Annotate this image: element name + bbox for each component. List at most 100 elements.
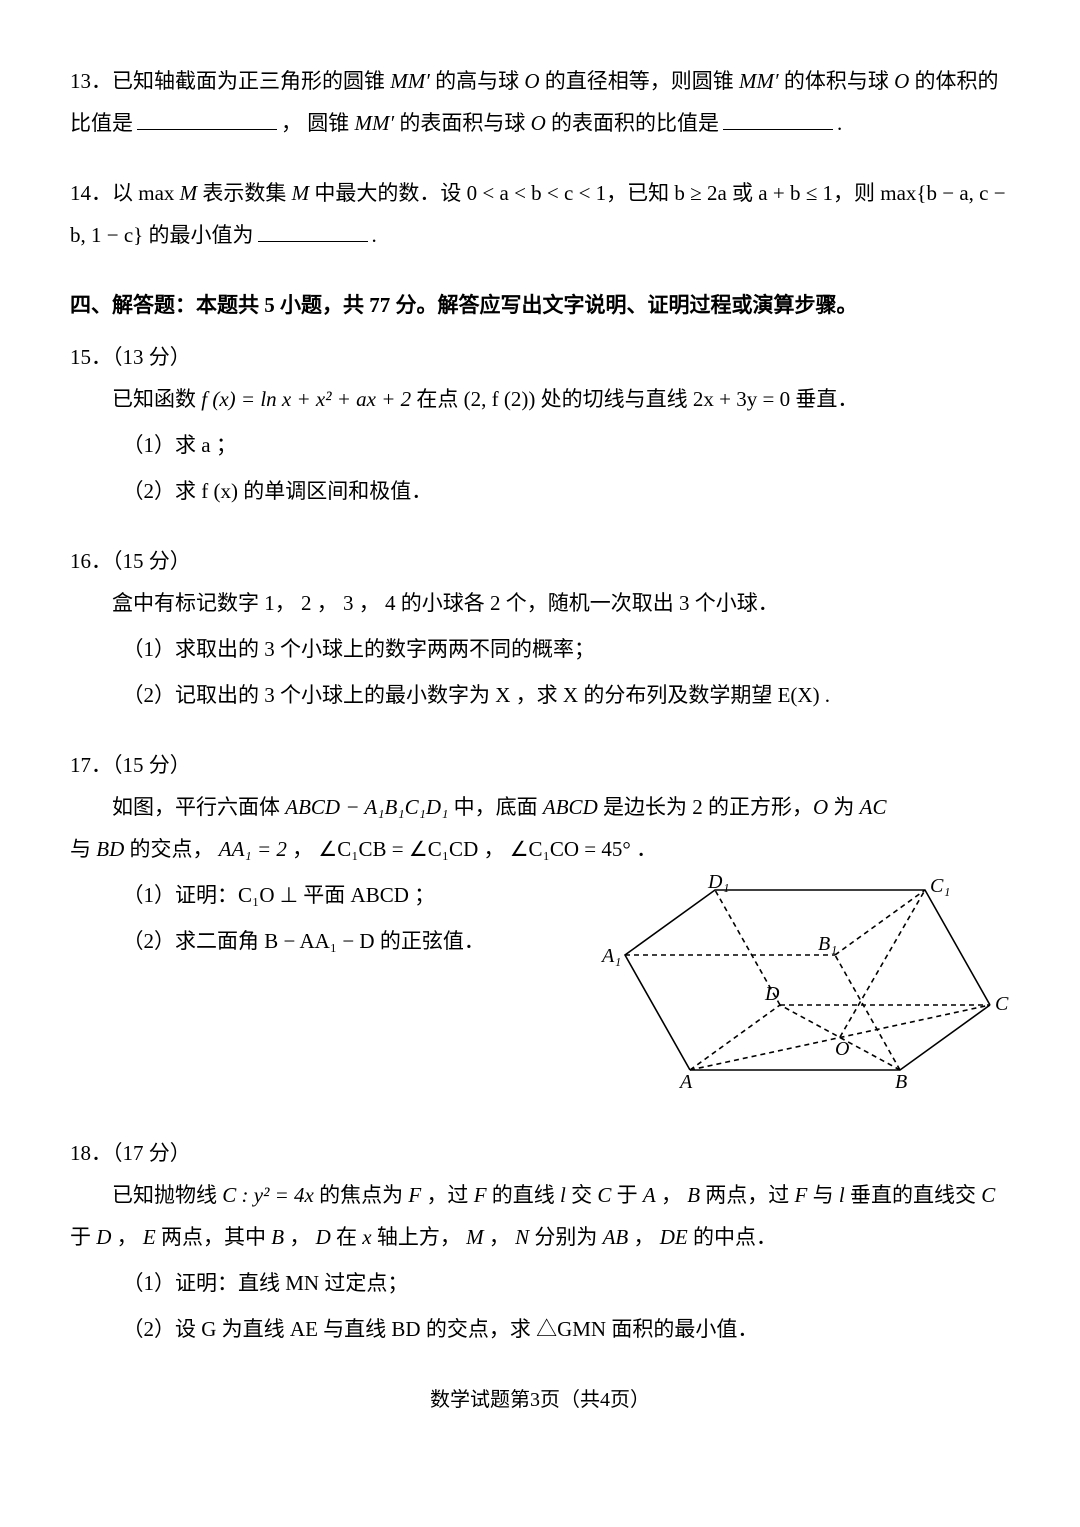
q16-p2-text: （2）记取出的 3 个小球上的最小数字为 X ，求 X 的分布列及数学期望 E(… <box>123 683 831 707</box>
q13-mm1: MM′ <box>390 69 430 93</box>
q14-e: 或 <box>727 181 759 205</box>
q14-c: 中最大的数．设 <box>309 181 467 205</box>
q13-i: . <box>837 111 842 135</box>
q14-b: 表示数集 <box>197 181 292 205</box>
q18-se: 交 <box>566 1183 598 1207</box>
q15-p2-text: （2）求 f (x) 的单调区间和极值． <box>123 479 433 503</box>
q17-ang2: ∠C₁CO = 45° <box>510 837 631 861</box>
q15-line: 2x + 3y = 0 <box>693 387 790 411</box>
q18-ss: ， <box>628 1225 660 1249</box>
q15-sa: 已知函数 <box>112 387 201 411</box>
q18-ab: AB <box>603 1225 629 1249</box>
q17-bd: BD <box>96 837 124 861</box>
q16-num: 16． <box>70 549 112 573</box>
lbl-O: O <box>835 1038 849 1060</box>
q17-figure: D₁ C₁ A₁ B₁ D C A B O <box>600 870 1010 1104</box>
q13-o3: O <box>531 111 546 135</box>
q18-sb: 的焦点为 <box>314 1183 409 1207</box>
q17-sb: 中，底面 <box>448 795 543 819</box>
page-footer: 数学试题第3页（共4页） <box>70 1380 1010 1420</box>
question-14: 14．以 max M 表示数集 M 中最大的数．设 0 < a < b < c … <box>70 172 1010 256</box>
q18-sh: 两点，过 <box>700 1183 795 1207</box>
q17-sh: ， <box>478 837 510 861</box>
q16-p2: （2）记取出的 3 个小球上的最小数字为 X ，求 X 的分布列及数学期望 E(… <box>70 674 1010 716</box>
q17-p1-text: （1）证明：C₁O ⊥ 平面 ABCD ； <box>123 883 436 907</box>
q18-sa: 已知抛物线 <box>112 1183 222 1207</box>
q17-abcd: ABCD <box>543 795 598 819</box>
question-13: 13．已知轴截面为正三角形的圆锥 MM′ 的高与球 O 的直径相等，则圆锥 MM… <box>70 60 1010 144</box>
q14-h: . <box>372 223 377 247</box>
q17-p1: （1）证明：C₁O ⊥ 平面 ABCD ； <box>70 874 590 916</box>
lbl-C: C <box>995 993 1009 1015</box>
q18-d2: D <box>316 1225 331 1249</box>
q14-cond3: a + b ≤ 1 <box>758 181 833 205</box>
q13-o2: O <box>894 69 909 93</box>
q17-num: 17． <box>70 753 112 777</box>
q18-m: M <box>466 1225 484 1249</box>
q18-p1: （1）证明：直线 MN 过定点； <box>70 1262 1010 1304</box>
q18-sc: ，过 <box>421 1183 474 1207</box>
q18-de: DE <box>660 1225 688 1249</box>
q13-g: 的表面积与球 <box>394 111 531 135</box>
blank-1 <box>137 108 277 130</box>
q18-sd: 的直线 <box>487 1183 561 1207</box>
q18-sl: ， <box>111 1225 143 1249</box>
q13-mm2: MM′ <box>739 69 779 93</box>
q18-st: 的中点． <box>688 1225 777 1249</box>
q15-sc: 处的切线与直线 <box>535 387 693 411</box>
blank-2 <box>723 108 833 130</box>
q18-pts: （17 分） <box>112 1141 191 1165</box>
q15-pts: （13 分） <box>112 345 191 369</box>
lbl-A1: A₁ <box>600 945 621 967</box>
q15-fx: f (x) = ln x + x² + ax + 2 <box>201 387 411 411</box>
question-18: 18．（17 分） 已知抛物线 C : y² = 4x 的焦点为 F ，过 F … <box>70 1132 1010 1350</box>
q18-sp: 轴上方， <box>372 1225 467 1249</box>
q18-sr: 分别为 <box>529 1225 603 1249</box>
q18-sn: ， <box>284 1225 316 1249</box>
q18-sg: ， <box>656 1183 688 1207</box>
q18-si: 与 <box>807 1183 839 1207</box>
q18-f: F <box>408 1183 421 1207</box>
q18-sf: 于 <box>611 1183 643 1207</box>
q13-d: 的体积与球 <box>779 69 895 93</box>
q17-cube: ABCD − A₁B₁C₁D₁ <box>285 795 448 819</box>
q13-h: 的表面积的比值是 <box>546 111 719 135</box>
question-17: 17．（15 分） 如图，平行六面体 ABCD − A₁B₁C₁D₁ 中，底面 … <box>70 744 1010 1104</box>
q17-sf: 的交点， <box>124 837 219 861</box>
q18-sq: ， <box>484 1225 516 1249</box>
q18-sk: 于 <box>70 1225 96 1249</box>
q15-sb: 在点 <box>411 387 464 411</box>
lbl-A: A <box>678 1071 693 1090</box>
q17-sa: 如图，平行六面体 <box>112 795 285 819</box>
q17-sd: 为 <box>828 795 860 819</box>
q18-x: x <box>362 1225 371 1249</box>
q17-sg: ， <box>287 837 319 861</box>
q18-num: 18． <box>70 1141 112 1165</box>
q18-p1-text: （1）证明：直线 MN 过定点； <box>123 1271 409 1295</box>
lbl-B1: B₁ <box>818 933 837 955</box>
q14-a: 以 max <box>112 181 180 205</box>
q14-m: M <box>180 181 198 205</box>
q13-a: 已知轴截面为正三角形的圆锥 <box>112 69 390 93</box>
q18-n: N <box>515 1225 529 1249</box>
q15-p1: （1）求 a ； <box>70 424 1010 466</box>
lbl-C1: C₁ <box>930 875 950 897</box>
q14-m2: M <box>292 181 310 205</box>
q14-d: ，已知 <box>606 181 674 205</box>
q14-cond1: 0 < a < b < c < 1 <box>467 181 607 205</box>
q14-num: 14． <box>70 181 112 205</box>
q18-d: D <box>96 1225 111 1249</box>
lbl-D: D <box>764 983 780 1005</box>
q18-e: E <box>143 1225 156 1249</box>
q17-ac: AC <box>860 795 887 819</box>
q16-p1: （1）求取出的 3 个小球上的数字两两不同的概率； <box>70 628 1010 670</box>
q15-sd: 垂直． <box>790 387 858 411</box>
q17-sc: 是边长为 2 的正方形， <box>598 795 813 819</box>
q18-c2: C <box>981 1183 995 1207</box>
q15-num: 15． <box>70 345 112 369</box>
question-15: 15．（13 分） 已知函数 f (x) = ln x + x² + ax + … <box>70 336 1010 512</box>
q18-c: C <box>597 1183 611 1207</box>
parallelepiped-icon: D₁ C₁ A₁ B₁ D C A B O <box>600 870 1010 1090</box>
q14-f: ，则 <box>833 181 880 205</box>
q18-sm: 两点，其中 <box>156 1225 272 1249</box>
